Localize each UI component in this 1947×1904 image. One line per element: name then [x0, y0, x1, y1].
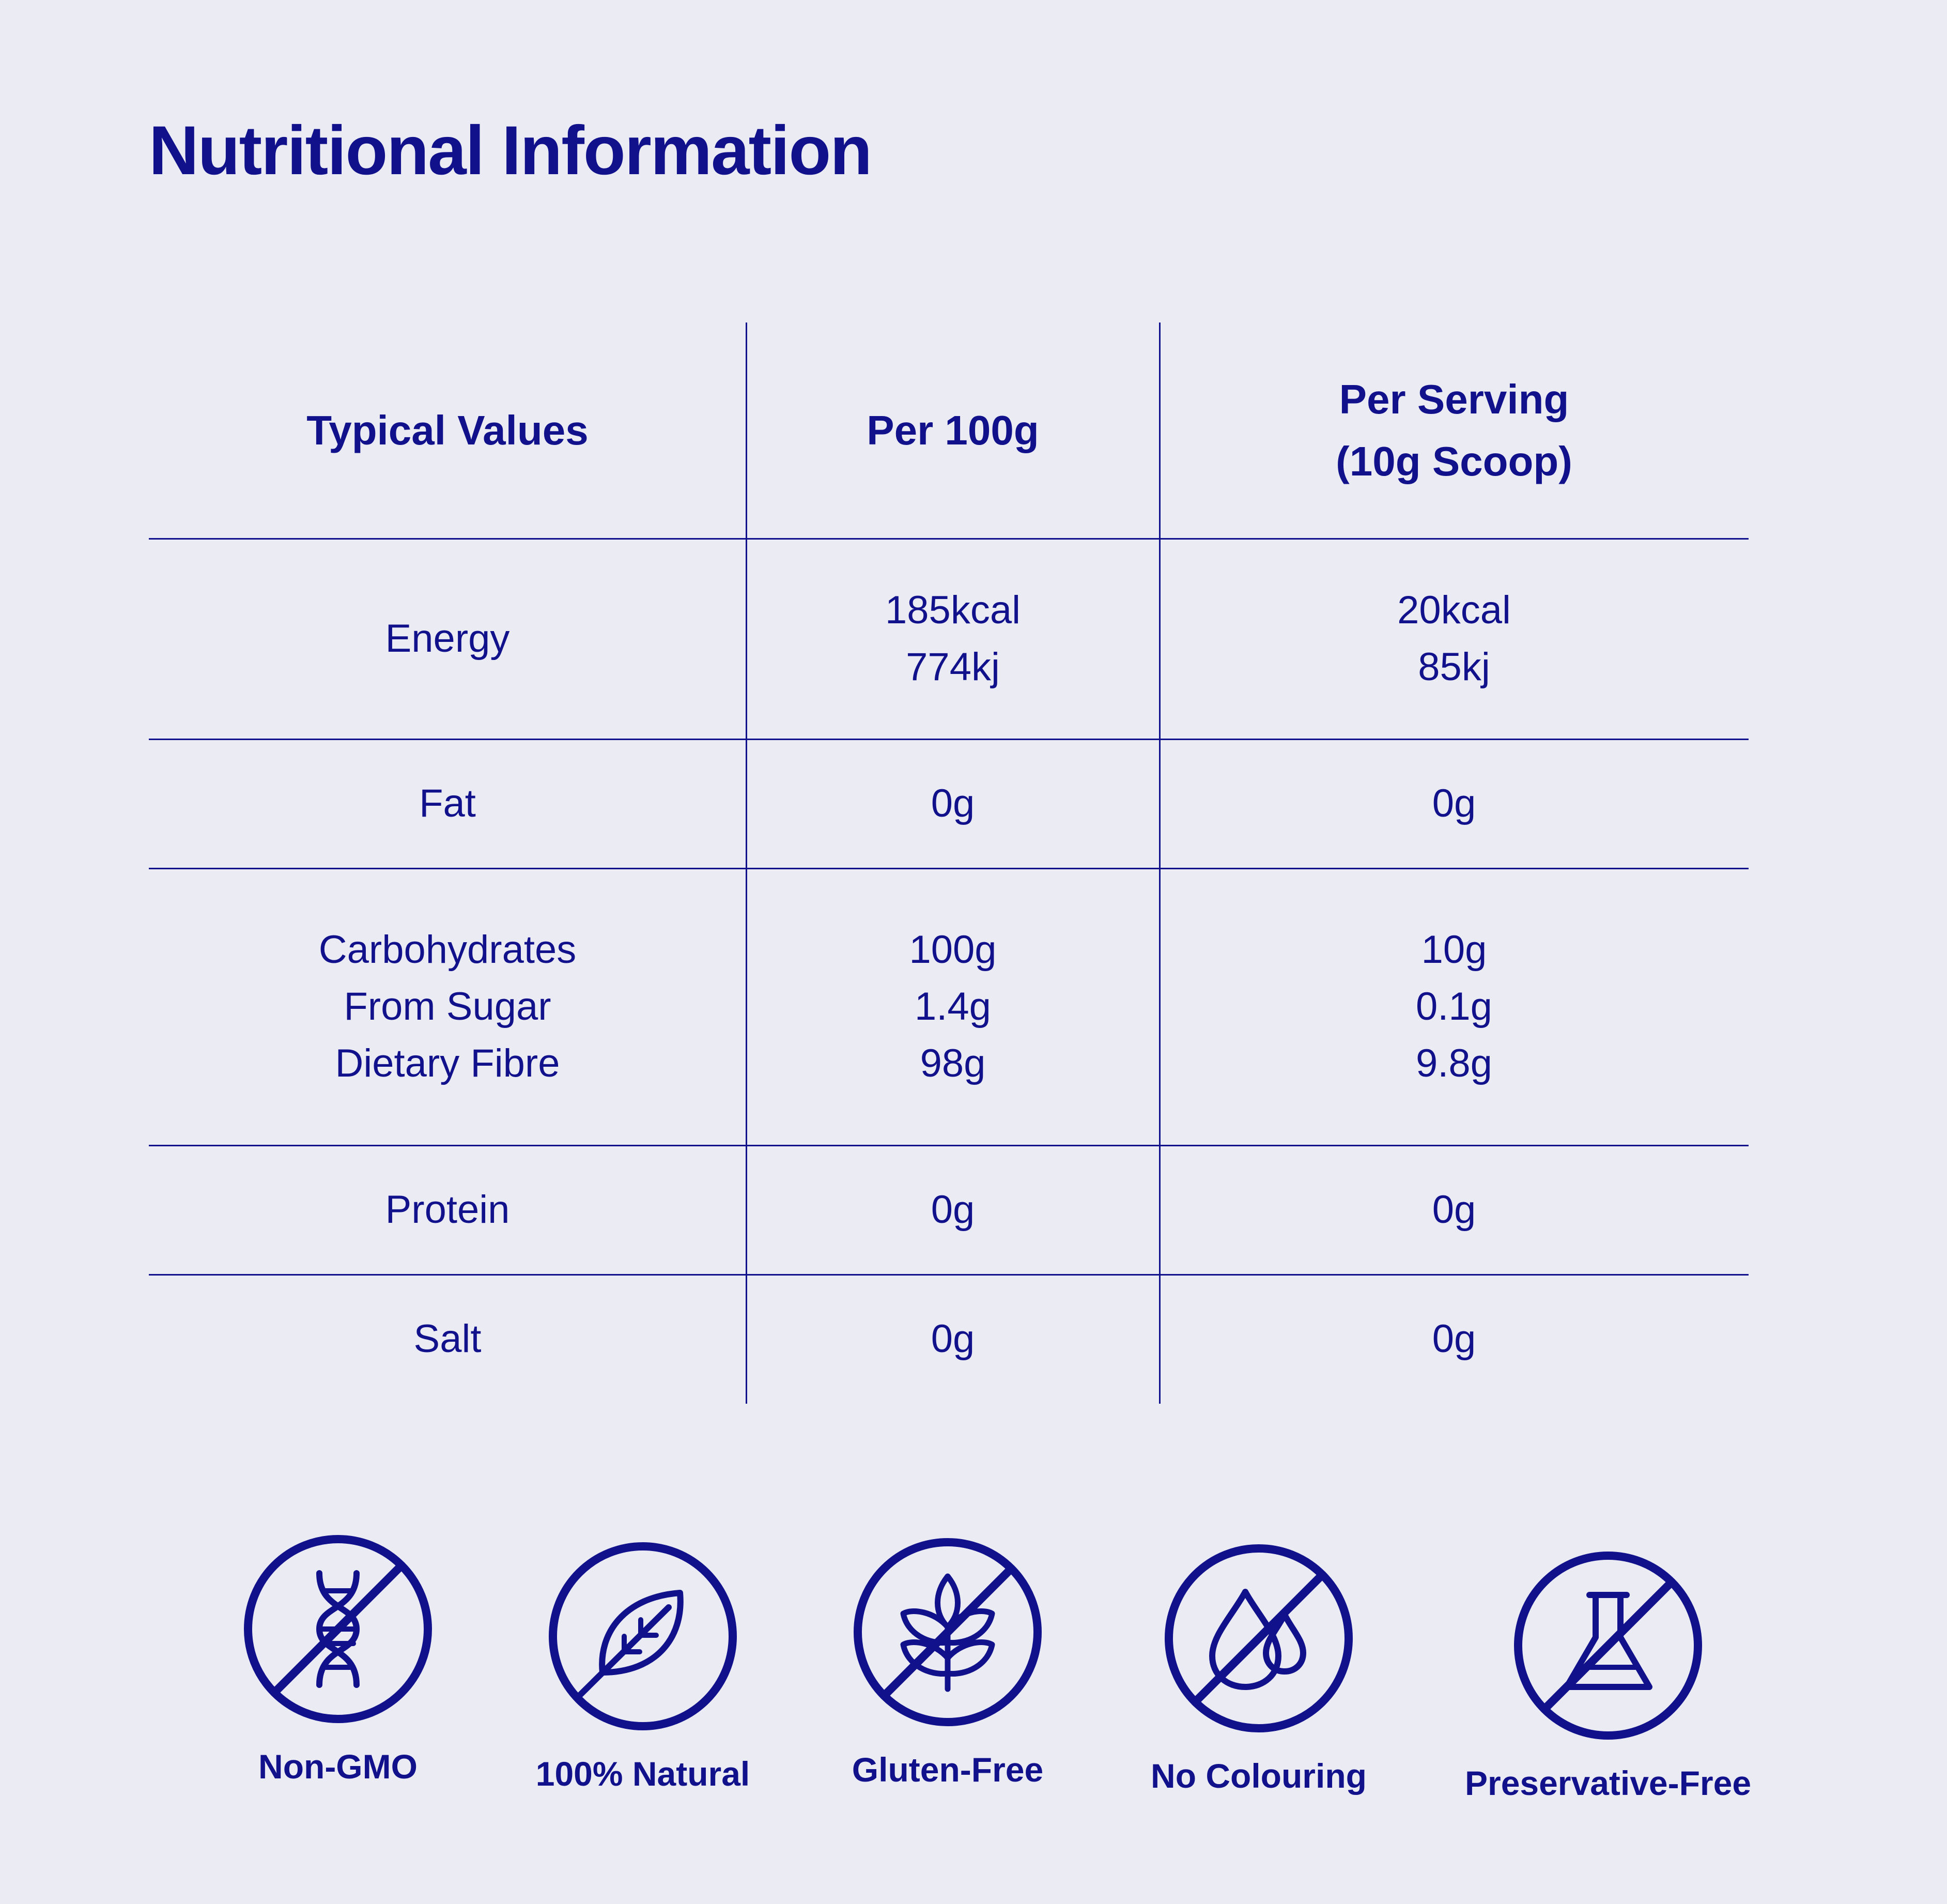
badge-label: 100% Natural: [535, 1755, 750, 1793]
carbohydrates-per-serving: 10g 0.1g 9.8g: [1160, 868, 1749, 1145]
cell-text: 0g: [931, 781, 975, 825]
row-label-protein: Protein: [149, 1145, 746, 1275]
row-divider: [149, 739, 1749, 740]
cell-text: Fat: [419, 781, 476, 825]
salt-per-100g: 0g: [746, 1275, 1160, 1404]
badge-gluten-free: Gluten-Free: [852, 1536, 1044, 1789]
row-label-fat: Fat: [149, 739, 746, 868]
row-divider: [149, 868, 1749, 869]
header-text: (10g Scoop): [1336, 438, 1572, 484]
row-divider: [149, 1274, 1749, 1276]
page-title: Nutritional Information: [149, 112, 872, 189]
header-text: Per Serving: [1339, 376, 1569, 422]
cell-text: 185kcal: [885, 588, 1021, 632]
salt-per-serving: 0g: [1160, 1275, 1749, 1404]
dna-crossed-icon: [242, 1533, 434, 1725]
cell-text: 0g: [1432, 781, 1476, 825]
badge-label: Non-GMO: [258, 1747, 418, 1786]
protein-per-100g: 0g: [746, 1145, 1160, 1275]
cell-text: 0g: [1432, 1317, 1476, 1361]
fat-per-100g: 0g: [746, 739, 1160, 868]
row-label-carbohydrates: Carbohydrates From Sugar Dietary Fibre: [149, 868, 746, 1145]
wheat-crossed-icon: [852, 1536, 1044, 1728]
badge-label: No Colouring: [1151, 1757, 1367, 1795]
cell-text: 0g: [931, 1317, 975, 1361]
row-divider: [149, 1145, 1749, 1146]
cell-text: 10g: [1421, 928, 1487, 972]
cell-text: 98g: [920, 1041, 986, 1085]
cell-text: Energy: [385, 617, 510, 661]
column-divider: [746, 323, 747, 1404]
cell-text: 0.1g: [1416, 985, 1492, 1028]
badge-label: Gluten-Free: [852, 1751, 1044, 1789]
cell-text: Carbohydrates: [318, 928, 577, 972]
protein-per-serving: 0g: [1160, 1145, 1749, 1275]
badge-preservative-free: Preservative-Free: [1465, 1549, 1751, 1803]
column-divider: [1159, 323, 1161, 1404]
header-text: Per 100g: [867, 407, 1039, 453]
energy-per-serving: 20kcal 85kj: [1160, 539, 1749, 739]
badge-100-natural: 100% Natural: [536, 1540, 750, 1793]
badge-label: Preservative-Free: [1464, 1764, 1752, 1802]
cell-text: From Sugar: [344, 985, 551, 1028]
fat-per-serving: 0g: [1160, 739, 1749, 868]
drops-crossed-icon: [1163, 1542, 1355, 1734]
cell-text: Salt: [413, 1317, 482, 1361]
nutrition-table: Typical Values Per 100g Per Serving (10g…: [149, 323, 1749, 1404]
cell-text: 100g: [909, 928, 997, 972]
badge-non-gmo: Non-GMO: [242, 1533, 434, 1786]
cell-text: 774kj: [906, 645, 1000, 689]
header-per-serving: Per Serving (10g Scoop): [1160, 323, 1749, 539]
row-label-energy: Energy: [149, 539, 746, 739]
cell-text: 85kj: [1418, 645, 1490, 689]
flask-crossed-icon: [1512, 1549, 1704, 1742]
leaf-icon: [547, 1540, 739, 1732]
cell-text: 1.4g: [915, 985, 991, 1028]
cell-text: 0g: [1432, 1188, 1476, 1232]
carbohydrates-per-100g: 100g 1.4g 98g: [746, 868, 1160, 1145]
badge-no-colouring: No Colouring: [1151, 1542, 1367, 1795]
header-text: Typical Values: [306, 407, 589, 453]
cell-text: 0g: [931, 1188, 975, 1232]
cell-text: 9.8g: [1416, 1041, 1492, 1085]
cell-text: 20kcal: [1397, 588, 1511, 632]
header-per-100g: Per 100g: [746, 323, 1160, 539]
header-typical-values: Typical Values: [149, 323, 746, 539]
row-label-salt: Salt: [149, 1275, 746, 1404]
row-divider: [149, 538, 1749, 540]
energy-per-100g: 185kcal 774kj: [746, 539, 1160, 739]
cell-text: Protein: [385, 1188, 510, 1232]
cell-text: Dietary Fibre: [335, 1041, 560, 1085]
